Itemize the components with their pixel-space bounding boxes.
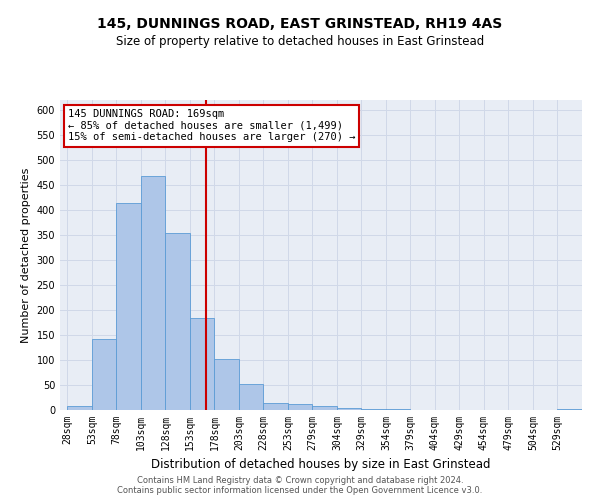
Y-axis label: Number of detached properties: Number of detached properties [21, 168, 31, 342]
Bar [92, 338, 116, 410]
Bar [214, 359, 239, 410]
Bar [313, 406, 337, 410]
Bar [386, 408, 410, 410]
Text: Contains HM Land Registry data © Crown copyright and database right 2024.
Contai: Contains HM Land Registry data © Crown c… [118, 476, 482, 495]
Bar [557, 408, 582, 410]
Bar [116, 202, 141, 410]
Text: Size of property relative to detached houses in East Grinstead: Size of property relative to detached ho… [116, 35, 484, 48]
Text: 145 DUNNINGS ROAD: 169sqm
← 85% of detached houses are smaller (1,499)
15% of se: 145 DUNNINGS ROAD: 169sqm ← 85% of detac… [68, 110, 355, 142]
Bar [141, 176, 166, 410]
Bar [67, 406, 92, 410]
Bar [337, 408, 361, 410]
Text: 145, DUNNINGS ROAD, EAST GRINSTEAD, RH19 4AS: 145, DUNNINGS ROAD, EAST GRINSTEAD, RH19… [97, 18, 503, 32]
Bar [190, 318, 214, 410]
X-axis label: Distribution of detached houses by size in East Grinstead: Distribution of detached houses by size … [151, 458, 491, 471]
Bar [263, 402, 288, 410]
Bar [361, 408, 386, 410]
Bar [166, 232, 190, 410]
Bar [239, 384, 263, 410]
Bar [288, 404, 313, 410]
